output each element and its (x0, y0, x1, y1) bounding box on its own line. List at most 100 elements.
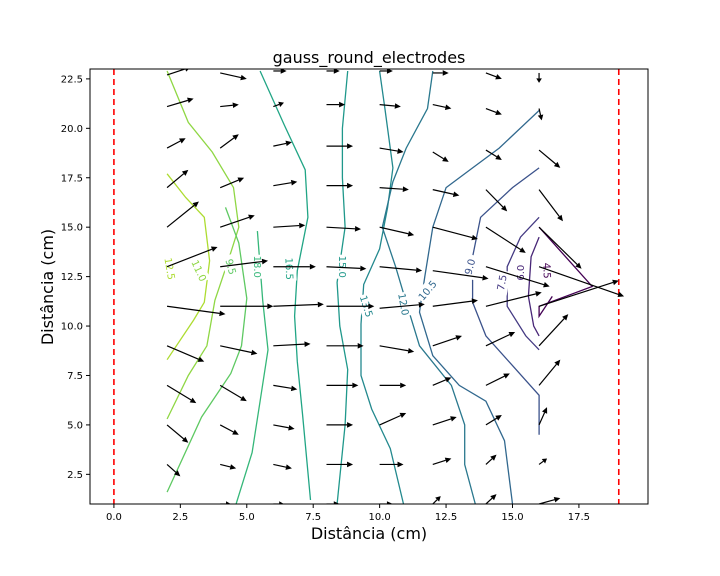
contour-line-13.5 (360, 70, 405, 504)
field-arrow (485, 226, 526, 253)
field-arrow (538, 407, 548, 426)
x-tick-label: 17.5 (568, 512, 590, 523)
field-arrow-head (490, 454, 497, 461)
field-arrow-shaft (485, 72, 497, 78)
x-tick-label: 12.5 (435, 512, 457, 523)
field-arrow (326, 303, 375, 310)
field-arrow (432, 151, 449, 162)
field-arrow (219, 177, 245, 189)
field-arrow (326, 265, 367, 272)
field-arrow-head (407, 231, 415, 237)
field-arrow (485, 291, 542, 307)
field-arrow-shaft (432, 459, 446, 466)
field-arrow-shaft (485, 458, 493, 465)
field-arrow-head (219, 310, 226, 317)
field-arrow-shaft (538, 460, 544, 465)
field-arrow-head (442, 156, 449, 162)
field-arrow (326, 461, 354, 468)
field-arrow-shaft (379, 187, 403, 190)
field-arrow-shaft (485, 375, 505, 386)
field-arrow (166, 69, 189, 76)
contour-label-6.0: 6.0 (516, 265, 527, 281)
plot-area: 12.5 11.0 9.5 18.0 16.5 15.013.5 12.010.59.07.… (61, 68, 649, 523)
field-arrow (379, 345, 415, 354)
field-arrow (273, 384, 298, 392)
field-arrow-head (197, 356, 205, 362)
field-arrow-head (357, 343, 364, 349)
field-arrow-head (442, 70, 449, 76)
field-arrow-shaft (220, 104, 233, 108)
field-arrow-head (290, 385, 298, 392)
field-arrow-head (386, 501, 393, 504)
field-arrow-shaft (326, 226, 356, 230)
field-arrow (166, 169, 189, 189)
contour-line-12.5 (166, 173, 211, 361)
field-arrow (538, 226, 582, 269)
field-arrow-shaft (379, 345, 409, 352)
field-arrow-head (562, 314, 569, 321)
field-arrow-head (290, 179, 298, 186)
field-arrow-head (347, 461, 354, 468)
field-arrow-head (210, 246, 218, 252)
field-arrow-shaft (166, 248, 213, 268)
contour-line-9.5 (166, 207, 248, 493)
field-arrow-shaft (326, 266, 361, 270)
field-arrow-shaft (432, 379, 447, 386)
field-arrow-shaft (538, 412, 546, 426)
field-arrow-head (495, 74, 502, 80)
field-arrow (538, 149, 561, 168)
contour-line-16.5 (259, 70, 312, 501)
field-arrow-head (450, 416, 457, 422)
field-arrow-shaft (273, 343, 305, 347)
field-arrow (220, 345, 258, 356)
plot-frame (89, 68, 649, 505)
field-arrow (485, 149, 502, 160)
field-arrow (326, 143, 354, 149)
field-arrow-head (309, 263, 316, 270)
field-arrow-head (500, 205, 508, 212)
field-arrow (485, 373, 510, 386)
field-arrow (273, 140, 292, 147)
field-arrow (326, 382, 359, 389)
field-arrow-shaft (538, 189, 560, 217)
field-arrow (273, 501, 284, 504)
field-arrow-head (452, 191, 460, 197)
field-arrow-head (304, 341, 311, 347)
y-tick-label: 20.0 (61, 124, 83, 135)
contour-label-15.0: 15.0 (336, 256, 347, 278)
field-arrow-shaft (166, 204, 195, 228)
field-arrow-shaft (538, 281, 614, 307)
field-arrow-shaft (166, 69, 186, 76)
field-arrow-shaft (485, 497, 493, 504)
field-arrow-head (181, 169, 189, 176)
field-arrow-head (471, 298, 478, 304)
field-arrow-shaft (220, 72, 242, 79)
field-arrow (166, 97, 194, 108)
field-arrow-shaft (379, 147, 398, 152)
field-arrow (485, 415, 502, 426)
field-arrow (219, 424, 239, 435)
field-arrow-shaft (219, 424, 234, 433)
field-arrow-head (232, 134, 239, 141)
field-arrow (219, 134, 239, 149)
field-arrow-head (237, 177, 245, 183)
field-arrow-shaft (432, 151, 444, 160)
field-arrow (166, 384, 197, 404)
field-arrow (166, 138, 186, 149)
field-arrow-shaft (379, 226, 409, 235)
field-arrow-head (415, 267, 423, 273)
field-arrow-shaft (538, 266, 619, 295)
contour-label-12.0: 12.0 (395, 293, 410, 317)
field-arrow-shaft (432, 418, 452, 426)
field-arrow-head (495, 415, 502, 421)
contour-label-bg-11.0 (187, 256, 211, 285)
field-arrow-shaft (166, 345, 199, 360)
contour-label-9.5: 9.5 (222, 258, 237, 276)
field-arrow (220, 463, 237, 470)
field-arrow-head (541, 458, 548, 464)
field-arrow-head (482, 274, 489, 281)
field-arrow-head (226, 501, 231, 504)
contour-line-12.0 (381, 70, 476, 504)
field-arrow-head (537, 114, 544, 121)
field-arrow-shaft (166, 424, 185, 440)
